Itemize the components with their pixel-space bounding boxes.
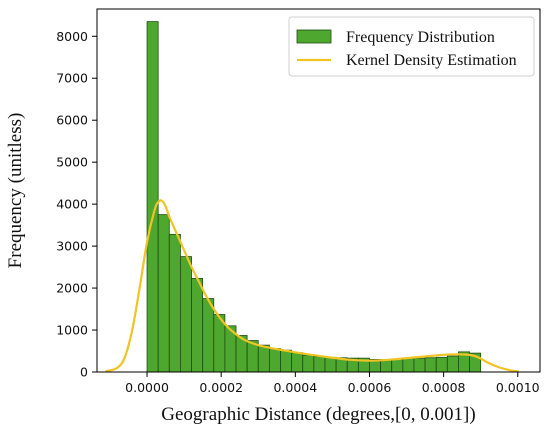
y-axis-label: Frequency (unitless) — [5, 113, 26, 269]
histogram-bar — [168, 233, 181, 373]
y-tick-label: 0 — [80, 365, 88, 380]
y-tick-label: 6000 — [56, 113, 88, 128]
histogram-bar — [313, 356, 326, 373]
histogram-bar — [180, 256, 192, 373]
histogram-bar — [435, 356, 448, 373]
legend-label-frequency: Frequency Distribution — [346, 29, 495, 46]
x-tick-label: 0.0006 — [348, 380, 392, 395]
histogram-bar — [413, 357, 426, 373]
y-axis-ticks: 0 1000 2000 3000 4000 5000 6000 7000 8000 — [56, 29, 97, 380]
plot-frame — [96, 8, 541, 373]
legend: Frequency Distribution Kernel Density Es… — [288, 16, 535, 77]
x-tick-label: 0.0010 — [496, 380, 540, 395]
y-tick-label: 5000 — [56, 155, 88, 170]
histogram-bar — [302, 354, 315, 373]
x-tick-label: 0.0002 — [199, 380, 243, 395]
histogram-bar — [402, 357, 415, 373]
legend-label-kde: Kernel Density Estimation — [346, 52, 517, 69]
y-tick-label: 2000 — [56, 281, 88, 296]
histogram-bar — [202, 298, 215, 373]
histogram-bar — [157, 214, 170, 373]
x-tick-label: 0.0008 — [422, 380, 466, 395]
legend-box — [288, 16, 535, 77]
histogram-bar — [268, 348, 281, 373]
histogram-bar — [324, 356, 337, 373]
kde-curve — [105, 199, 519, 373]
x-axis-ticks: 0.0000 0.0002 0.0004 0.0006 0.0008 0.0010 — [125, 372, 540, 395]
x-tick-label: 0.0004 — [273, 380, 317, 395]
histogram-bar — [191, 278, 204, 373]
histogram-bar — [424, 357, 437, 373]
y-tick-label: 8000 — [56, 29, 88, 44]
histogram-bar — [257, 344, 270, 373]
y-tick-label: 1000 — [56, 323, 88, 338]
histogram-bar — [280, 349, 293, 373]
legend-patch-frequency — [296, 29, 332, 44]
x-axis-label: Geographic Distance (degrees,[0, 0.001]) — [161, 404, 475, 425]
y-tick-label: 7000 — [56, 71, 88, 86]
histogram-bar — [146, 21, 159, 373]
y-tick-label: 3000 — [56, 239, 88, 254]
y-tick-label: 4000 — [56, 197, 88, 212]
histogram-bar — [446, 355, 459, 373]
histogram-bar — [391, 359, 404, 373]
histogram-bar — [291, 352, 304, 373]
x-tick-label: 0.0000 — [125, 380, 169, 395]
histogram-bar — [380, 359, 393, 373]
